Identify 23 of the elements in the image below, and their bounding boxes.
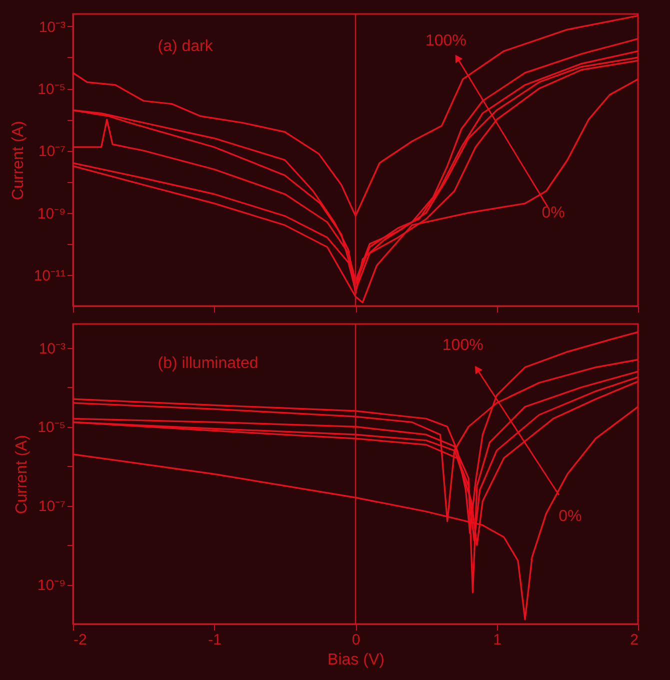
- x-tick-label: 2: [630, 632, 638, 648]
- annotation: (b) illuminated: [158, 355, 258, 372]
- y-tick-label: 10⁻⁹: [37, 577, 66, 594]
- y-tick-label: 10⁻¹¹: [34, 267, 66, 284]
- annotation: (a) dark: [158, 38, 214, 56]
- y-tick-label: 10⁻⁵: [38, 419, 66, 436]
- y-axis-title: Current (A): [10, 120, 27, 200]
- y-tick-label: 10⁻³: [38, 18, 66, 36]
- y-tick-label: 10⁻³: [38, 340, 66, 358]
- x-tick-label: -1: [208, 632, 222, 648]
- y-axis-title: Current (A): [13, 434, 30, 514]
- x-tick-label: 1: [493, 632, 502, 648]
- y-tick-label: 10⁻⁷: [38, 143, 66, 160]
- x-axis-title: Bias (V): [328, 652, 384, 668]
- annotation: 100%: [425, 32, 466, 50]
- annotation: 100%: [442, 337, 484, 354]
- y-tick-label: 10⁻⁷: [38, 498, 66, 516]
- x-tick-label: -2: [74, 632, 87, 648]
- annotation: 0%: [542, 204, 565, 222]
- x-tick-label: 0: [352, 632, 360, 648]
- y-tick-label: 10⁻⁹: [37, 205, 66, 222]
- annotation: 0%: [558, 508, 582, 525]
- y-tick-label: 10⁻⁵: [38, 81, 66, 98]
